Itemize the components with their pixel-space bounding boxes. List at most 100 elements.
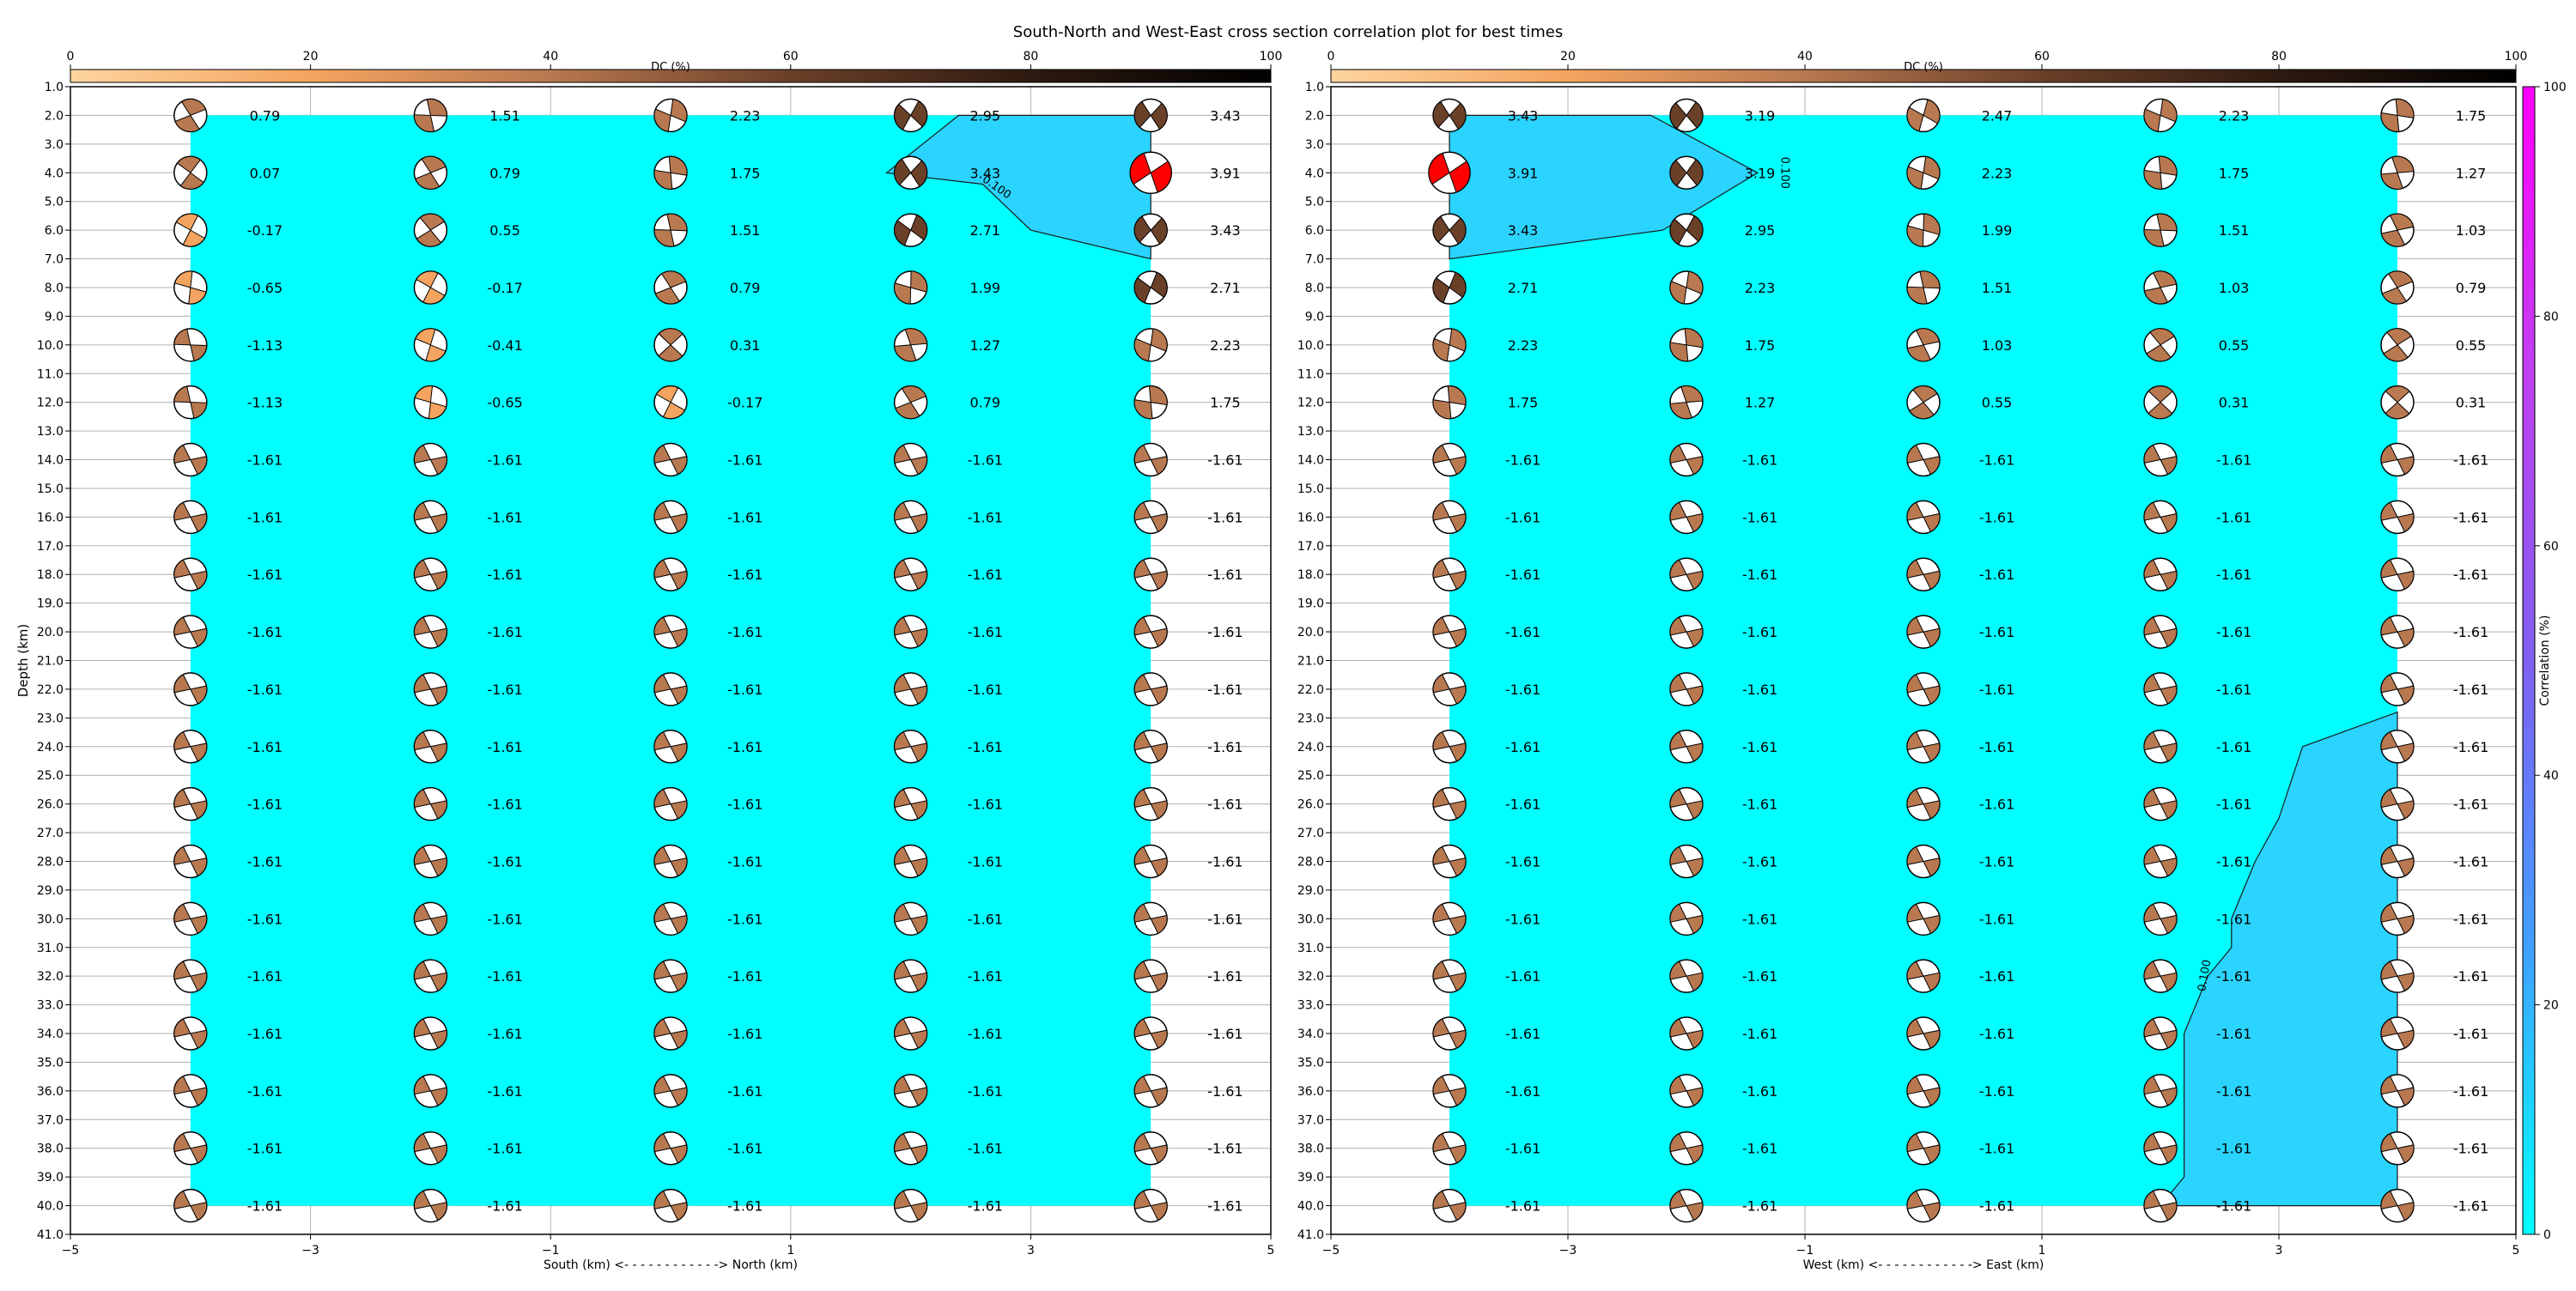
beachball-quadrant (416, 229, 442, 247)
beachball-quadrant (173, 1076, 191, 1095)
beachball-quadrant (1923, 1087, 1941, 1106)
beachball-marker (1432, 1074, 1467, 1108)
value-label: -1.61 (2453, 739, 2488, 755)
beachball-marker (1133, 213, 1168, 247)
beachball-marker (1906, 730, 1941, 764)
beachball-marker (893, 98, 928, 133)
beachball-marker (1669, 672, 1704, 706)
beachball-marker (2143, 557, 2178, 591)
y-tick-label: 17.0 (37, 540, 64, 554)
value-label: -1.61 (2216, 968, 2251, 985)
beachball-quadrant (429, 1144, 447, 1164)
beachball-marker (1669, 328, 1704, 362)
y-tick-label: 2.0 (45, 109, 64, 123)
beachball-marker (413, 1188, 448, 1223)
beachball-quadrant (1449, 328, 1467, 352)
beachball-quadrant (668, 155, 688, 176)
beachball-quadrant (909, 1029, 928, 1049)
value-label: 0.31 (2219, 395, 2250, 411)
beachball-quadrant (894, 158, 912, 186)
beachball-quadrant (190, 512, 208, 533)
beachball-quadrant (2397, 1087, 2415, 1106)
beachball-quadrant (1150, 1144, 1168, 1164)
beachball-quadrant (909, 570, 928, 590)
value-label: -1.61 (968, 739, 1003, 755)
beachball-quadrant (1906, 846, 1924, 865)
beachball-quadrant (1686, 685, 1704, 705)
beachball-quadrant (413, 674, 432, 694)
beachball-marker (1133, 615, 1168, 649)
y-tick-label: 14.0 (37, 454, 64, 468)
value-label: 2.47 (1982, 107, 2013, 124)
beachball-marker (2143, 844, 2178, 879)
beachball-quadrant (909, 512, 928, 533)
y-tick-label: 26.0 (37, 798, 64, 812)
correlation-colorbar-tick-label: 20 (2543, 999, 2559, 1013)
y-tick-label: 34.0 (1297, 1027, 1324, 1041)
beachball-quadrant (2397, 742, 2415, 762)
y-tick-label: 17.0 (1297, 540, 1324, 554)
y-tick-label: 39.0 (37, 1171, 64, 1185)
beachball-quadrant (173, 385, 191, 403)
beachball-marker (173, 557, 208, 591)
beachball-quadrant (1915, 328, 1941, 346)
value-label: -1.61 (1505, 853, 1540, 870)
value-label: -1.61 (487, 452, 522, 469)
beachball-marker (1906, 1188, 1941, 1223)
beachball-quadrant (1133, 1190, 1151, 1209)
beachball-quadrant (2143, 559, 2161, 579)
value-label: -1.61 (247, 567, 283, 583)
value-label: -1.61 (2453, 853, 2488, 870)
beachball-marker (413, 155, 448, 191)
beachball-marker (653, 730, 688, 764)
dc-colorbar-tick-label: 60 (783, 50, 799, 64)
beachball-quadrant (2143, 961, 2161, 980)
beachball-quadrant (670, 685, 688, 705)
value-label: -1.61 (2216, 853, 2251, 870)
beachball-marker (1669, 844, 1704, 879)
beachball-quadrant (894, 1018, 912, 1038)
dc-colorbar: 0 20 40 60 80 100 DC (%) (1327, 50, 2527, 83)
beachball-marker (1133, 442, 1168, 477)
beachball-quadrant (173, 444, 191, 464)
value-label: -0.17 (487, 280, 522, 296)
value-label: -1.61 (1979, 968, 2014, 985)
beachball-marker (2143, 1130, 2178, 1166)
beachball-quadrant (2385, 401, 2410, 420)
beachball-quadrant (1133, 1076, 1151, 1095)
beachball-quadrant (1432, 1018, 1450, 1038)
beachball-marker (893, 442, 928, 477)
value-label: -1.61 (1979, 452, 2014, 469)
beachball-marker (1432, 557, 1467, 591)
beachball-marker (1906, 901, 1941, 936)
beachball-quadrant (909, 456, 928, 476)
x-tick-label: −1 (1796, 1244, 1814, 1258)
value-label: -1.61 (2453, 567, 2488, 583)
dc-colorbar-gradient (1330, 69, 2517, 83)
correlation-colorbar-tick-label: 0 (2543, 1228, 2551, 1242)
beachball-marker (1669, 385, 1704, 420)
beachball-marker (653, 557, 688, 591)
beachball-quadrant (173, 559, 191, 579)
beachball-marker (413, 557, 448, 591)
beachball-quadrant (429, 742, 447, 762)
beachball-marker (1669, 213, 1704, 247)
beachball-marker (413, 500, 448, 535)
value-label: -1.61 (1742, 1198, 1777, 1215)
beachball-quadrant (653, 228, 675, 247)
beachball-marker (893, 730, 928, 764)
value-label: -1.61 (968, 853, 1003, 870)
beachball-quadrant (1669, 501, 1687, 521)
beachball-quadrant (1449, 271, 1467, 299)
value-label: 2.95 (969, 107, 1000, 124)
beachball-quadrant (190, 1144, 208, 1164)
beachball-marker (2143, 615, 2178, 649)
beachball-quadrant (894, 501, 912, 521)
beachball-marker (413, 270, 448, 305)
beachball-marker (413, 385, 448, 420)
beachball-marker (893, 155, 928, 191)
value-label: -1.61 (1979, 682, 2014, 698)
beachball-marker (893, 270, 928, 305)
beachball-quadrant (2143, 287, 2169, 305)
beachball-quadrant (1686, 914, 1704, 935)
